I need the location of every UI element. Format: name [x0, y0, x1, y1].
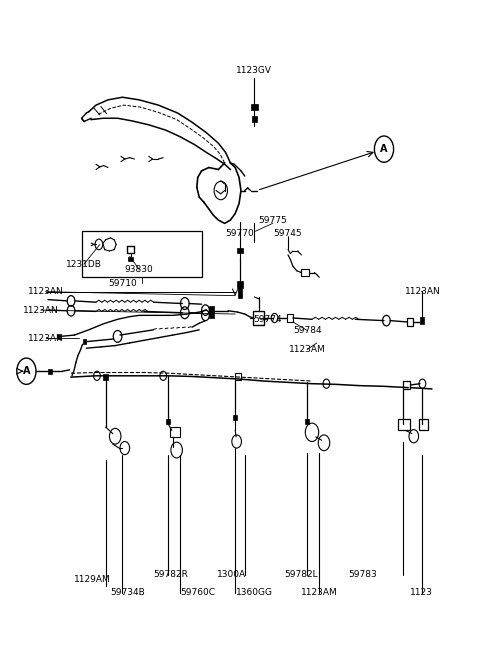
Bar [420, 317, 424, 324]
Text: 59734B: 59734B [110, 588, 144, 597]
Text: 1123AM: 1123AM [301, 588, 337, 597]
Bar [301, 269, 309, 276]
Text: 1123AM: 1123AM [289, 345, 325, 354]
Text: 1123: 1123 [410, 588, 433, 597]
Text: 59774: 59774 [253, 315, 282, 325]
Bar [170, 427, 180, 437]
Bar [82, 231, 202, 277]
Text: 1231DB: 1231DB [66, 260, 102, 269]
Bar [237, 248, 243, 253]
Bar [235, 373, 241, 380]
Bar [407, 318, 413, 326]
Text: 1129AM: 1129AM [74, 575, 111, 584]
Bar [233, 415, 237, 420]
Bar [305, 419, 309, 424]
Text: 59783: 59783 [348, 570, 377, 579]
Text: 1123AN: 1123AN [28, 287, 63, 296]
Text: 59784: 59784 [293, 326, 322, 335]
Bar [251, 104, 258, 110]
Bar [103, 374, 108, 380]
Text: 59770: 59770 [226, 229, 254, 238]
Text: 1123AN: 1123AN [28, 334, 63, 343]
Bar [398, 419, 410, 430]
Text: 1123AN: 1123AN [405, 287, 440, 296]
Text: 1360GG: 1360GG [236, 588, 273, 597]
Text: 59760C: 59760C [181, 588, 216, 597]
Bar [253, 311, 264, 325]
Text: A: A [23, 366, 30, 376]
Bar [287, 314, 293, 322]
Text: 93830: 93830 [125, 265, 154, 274]
Bar [48, 369, 52, 374]
Bar [209, 306, 214, 318]
Text: 1300A: 1300A [217, 570, 246, 579]
Bar [237, 281, 243, 288]
Text: 59775: 59775 [258, 216, 287, 225]
Text: 1123GV: 1123GV [236, 66, 272, 76]
Bar [419, 419, 428, 430]
Bar [166, 419, 170, 424]
Text: 59745: 59745 [274, 229, 302, 238]
Bar [403, 381, 410, 389]
Text: 59782L: 59782L [285, 570, 318, 579]
Bar [238, 288, 242, 298]
Bar [252, 116, 257, 122]
Text: A: A [380, 144, 388, 154]
Text: 1123AN: 1123AN [23, 306, 59, 315]
Text: 59710: 59710 [108, 279, 137, 288]
Bar [128, 257, 133, 261]
Bar [57, 334, 60, 339]
Bar [83, 339, 86, 344]
Text: 59782R: 59782R [153, 570, 188, 579]
